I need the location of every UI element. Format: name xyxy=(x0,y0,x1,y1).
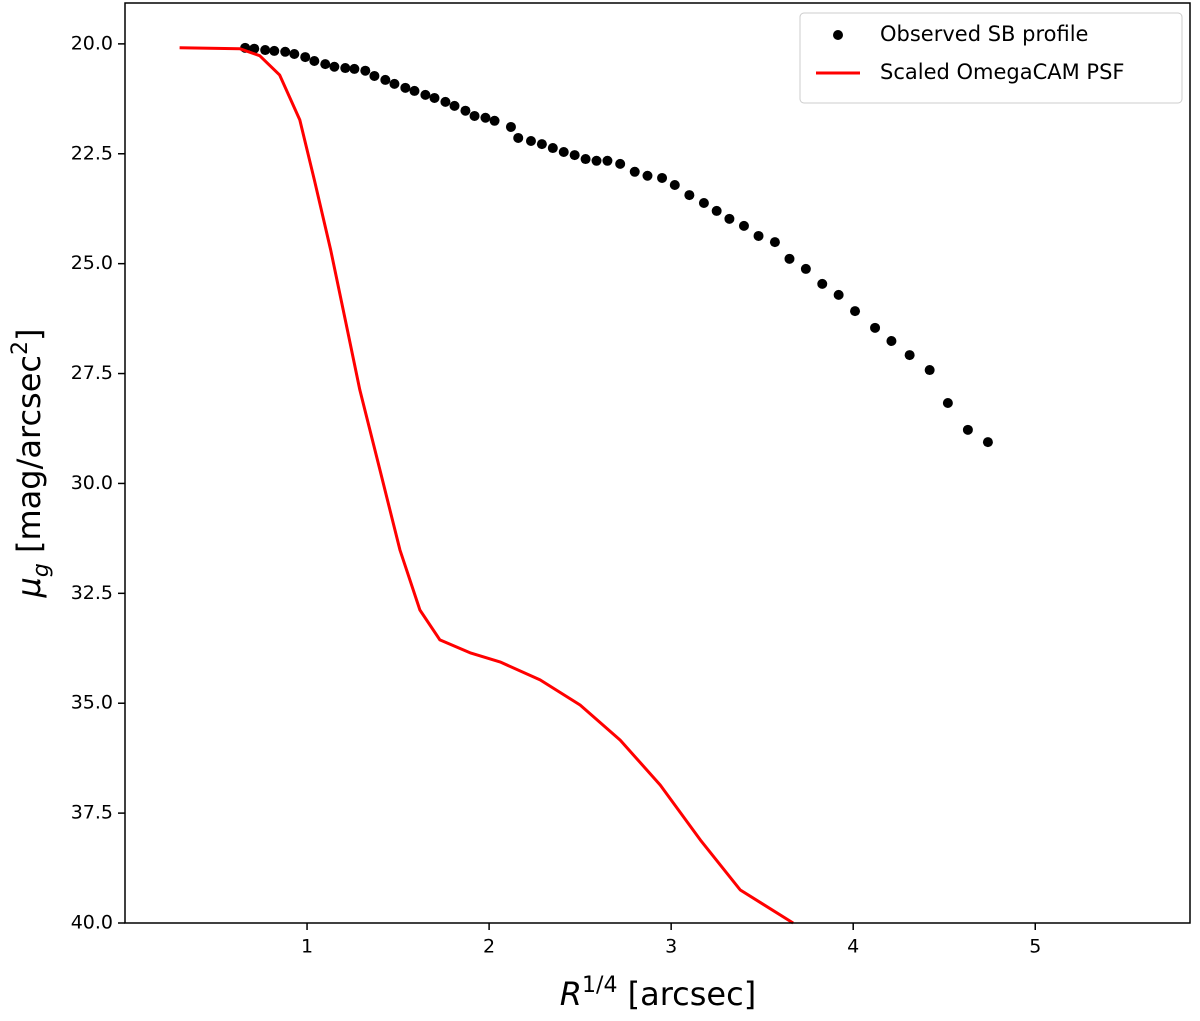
data-point xyxy=(833,289,844,300)
data-point xyxy=(280,46,291,57)
x-tick-label: 4 xyxy=(847,936,859,958)
data-point xyxy=(369,70,380,81)
data-point xyxy=(580,154,591,165)
data-point xyxy=(817,278,828,289)
data-point xyxy=(469,110,480,121)
x-label-part: R xyxy=(560,975,582,1013)
data-point xyxy=(904,350,915,361)
data-point xyxy=(400,82,411,93)
y-label-part: g xyxy=(29,563,54,577)
data-point xyxy=(309,56,320,67)
data-point xyxy=(569,150,580,161)
y-tick-label: 22.5 xyxy=(71,142,113,164)
data-point xyxy=(942,398,953,408)
y-label-part: ] xyxy=(10,329,48,341)
data-point xyxy=(389,78,400,89)
y-label-part: 2 xyxy=(8,341,33,355)
data-point xyxy=(340,63,351,74)
legend-box xyxy=(799,12,1183,104)
data-point xyxy=(380,74,391,85)
data-point xyxy=(711,205,722,216)
data-point xyxy=(480,112,491,123)
data-point xyxy=(289,48,300,59)
data-point xyxy=(738,220,749,231)
data-point xyxy=(320,59,331,70)
data-point xyxy=(460,105,471,116)
data-point xyxy=(982,437,993,448)
data-point xyxy=(684,190,695,201)
data-point xyxy=(525,136,536,147)
data-point xyxy=(591,155,602,166)
data-point xyxy=(558,147,569,158)
data-point xyxy=(505,121,516,132)
data-point xyxy=(489,115,500,126)
data-point xyxy=(642,170,653,181)
data-point xyxy=(536,139,547,150)
y-tick-label: 32.5 xyxy=(71,582,113,604)
data-point xyxy=(615,158,626,169)
y-tick-label: 20.0 xyxy=(71,32,113,54)
data-point xyxy=(449,100,460,111)
data-point xyxy=(513,132,524,143)
data-line xyxy=(179,46,794,925)
data-point xyxy=(249,43,260,54)
data-point xyxy=(349,63,360,74)
y-tick-label: 30.0 xyxy=(71,472,113,494)
data-point xyxy=(800,263,811,274)
data-point xyxy=(769,237,780,248)
data-point xyxy=(669,179,680,190)
data-point xyxy=(269,45,280,56)
data-point xyxy=(629,166,640,177)
data-point xyxy=(698,198,709,208)
data-point xyxy=(300,52,311,63)
x-tick-label: 2 xyxy=(483,936,495,958)
data-point xyxy=(409,85,420,96)
y-tick-label: 37.5 xyxy=(71,802,113,824)
legend-marker xyxy=(833,30,843,40)
y-tick-label: 25.0 xyxy=(71,252,113,274)
data-point xyxy=(420,89,431,100)
x-label-part: [arcsec] xyxy=(617,975,756,1013)
data-point xyxy=(657,172,668,183)
data-point xyxy=(870,322,881,333)
y-tick-label: 35.0 xyxy=(71,692,113,714)
data-point xyxy=(360,65,371,76)
data-point xyxy=(924,365,935,376)
data-point xyxy=(962,424,973,435)
x-tick-label: 1 xyxy=(301,936,313,958)
data-point xyxy=(724,213,735,224)
x-axis-label: R1/4 [arcsec] xyxy=(560,973,756,1013)
data-point xyxy=(784,253,795,264)
data-point xyxy=(886,336,897,347)
y-label-part: μ xyxy=(10,577,48,598)
y-axis-label: μg [mag/arcsec2] xyxy=(8,329,54,599)
data-point xyxy=(850,306,861,317)
legend-label: Scaled OmegaCAM PSF xyxy=(880,60,1125,84)
y-tick-label: 40.0 xyxy=(71,912,113,934)
data-point xyxy=(602,155,613,166)
x-tick-label: 5 xyxy=(1029,936,1041,958)
data-point xyxy=(547,143,558,154)
x-label-part: 1/4 xyxy=(582,973,617,998)
data-point xyxy=(440,96,451,107)
y-label-part: [mag/arcsec xyxy=(10,355,48,563)
plot-frame xyxy=(124,2,1191,924)
legend-label: Observed SB profile xyxy=(880,22,1088,46)
data-point xyxy=(429,92,440,103)
x-tick-label: 3 xyxy=(665,936,677,958)
y-tick-label: 27.5 xyxy=(71,362,113,384)
data-point xyxy=(329,61,340,72)
data-point xyxy=(753,230,764,241)
data-point xyxy=(260,45,271,56)
